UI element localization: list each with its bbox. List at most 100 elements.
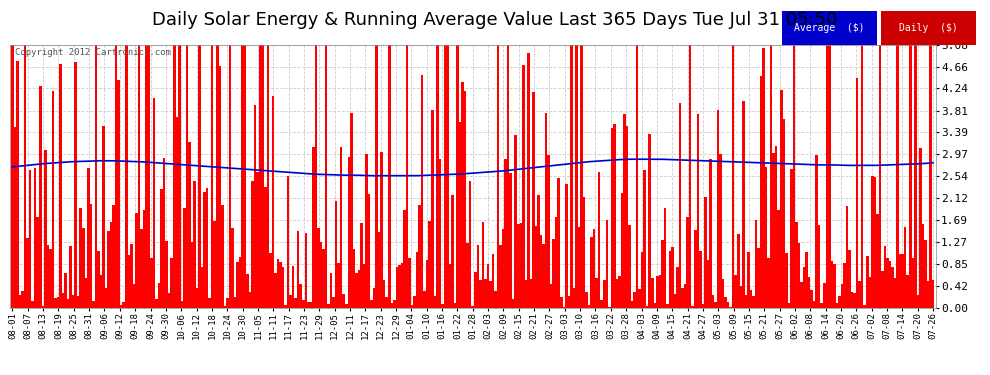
Bar [793, 45, 795, 308]
Bar [87, 168, 89, 308]
Bar [214, 222, 216, 308]
Bar [699, 251, 702, 308]
Bar [484, 279, 487, 308]
Bar [772, 153, 775, 308]
FancyBboxPatch shape [881, 11, 976, 45]
Bar [333, 297, 335, 307]
Bar [421, 75, 424, 307]
Bar [183, 209, 186, 308]
Bar [322, 249, 325, 308]
Bar [626, 126, 629, 308]
Bar [510, 173, 512, 308]
Bar [66, 298, 69, 307]
Bar [848, 250, 850, 307]
Bar [816, 155, 818, 308]
Bar [138, 45, 141, 308]
Bar [434, 296, 436, 307]
Bar [398, 265, 401, 308]
Bar [737, 234, 740, 308]
Bar [294, 297, 297, 307]
Bar [873, 177, 876, 308]
Bar [676, 267, 679, 308]
Bar [206, 189, 209, 308]
Bar [102, 126, 105, 308]
Bar [777, 210, 780, 308]
Bar [502, 229, 504, 308]
Bar [320, 242, 322, 308]
Bar [732, 45, 735, 308]
Bar [277, 259, 279, 308]
Bar [128, 255, 130, 308]
Bar [448, 264, 451, 308]
Bar [629, 225, 631, 308]
Bar [74, 62, 77, 308]
Bar [21, 291, 24, 308]
Bar [123, 302, 125, 307]
Bar [453, 303, 456, 307]
Bar [631, 301, 634, 307]
Bar [100, 275, 102, 308]
Bar [426, 260, 429, 308]
Bar [930, 45, 932, 308]
Bar [442, 304, 444, 307]
Bar [636, 45, 639, 308]
Bar [904, 226, 907, 308]
Bar [565, 184, 567, 308]
Bar [388, 45, 390, 308]
Bar [681, 288, 684, 308]
Bar [567, 296, 570, 307]
Bar [927, 280, 930, 308]
Bar [160, 189, 163, 308]
Bar [335, 201, 338, 308]
Bar [444, 45, 446, 308]
Bar [150, 258, 152, 307]
Bar [56, 297, 59, 307]
Bar [471, 306, 474, 308]
Bar [641, 252, 644, 308]
Bar [317, 228, 320, 308]
Bar [603, 280, 606, 308]
Bar [525, 280, 527, 308]
Bar [907, 275, 909, 308]
Bar [562, 307, 565, 308]
Bar [585, 292, 588, 308]
Bar [886, 258, 889, 308]
Bar [555, 217, 557, 308]
Bar [694, 230, 697, 308]
Bar [645, 306, 648, 308]
Bar [538, 195, 540, 308]
Bar [390, 303, 393, 307]
Bar [143, 210, 146, 308]
Bar [458, 122, 461, 308]
Bar [704, 197, 707, 308]
Bar [92, 301, 95, 307]
Bar [302, 300, 305, 307]
Bar [365, 154, 367, 308]
Bar [373, 288, 375, 308]
Bar [242, 45, 244, 308]
Bar [328, 304, 330, 307]
Bar [866, 256, 868, 307]
Bar [598, 172, 601, 308]
Bar [891, 267, 894, 308]
Text: Copyright 2012 Cartronics.com: Copyright 2012 Cartronics.com [15, 48, 170, 57]
Bar [868, 277, 871, 308]
Bar [24, 45, 27, 308]
Bar [345, 304, 347, 307]
Bar [580, 45, 583, 308]
Bar [595, 278, 598, 308]
Bar [863, 306, 866, 308]
Bar [588, 305, 590, 308]
Bar [413, 296, 416, 307]
Bar [79, 208, 82, 308]
Bar [712, 296, 714, 307]
Bar [697, 114, 699, 308]
Bar [375, 45, 378, 308]
Bar [186, 45, 188, 308]
Bar [727, 302, 730, 307]
Bar [843, 263, 845, 308]
Bar [527, 54, 530, 307]
Bar [932, 279, 935, 308]
Bar [446, 45, 448, 308]
Bar [34, 168, 37, 308]
